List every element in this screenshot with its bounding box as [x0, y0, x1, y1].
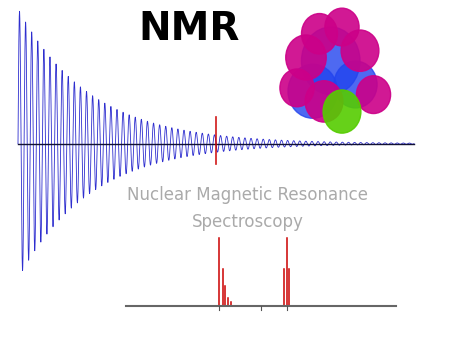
Ellipse shape [286, 35, 326, 80]
Ellipse shape [302, 14, 338, 54]
Ellipse shape [356, 76, 391, 114]
Ellipse shape [334, 61, 377, 108]
Ellipse shape [325, 8, 359, 46]
Ellipse shape [305, 81, 343, 122]
Ellipse shape [341, 30, 379, 71]
Text: Spectroscopy: Spectroscopy [192, 213, 303, 231]
Ellipse shape [302, 27, 360, 95]
Ellipse shape [280, 69, 314, 107]
Ellipse shape [288, 64, 338, 118]
Text: Nuclear Magnetic Resonance: Nuclear Magnetic Resonance [127, 186, 368, 204]
Text: NMR: NMR [138, 10, 240, 48]
Ellipse shape [323, 90, 361, 133]
